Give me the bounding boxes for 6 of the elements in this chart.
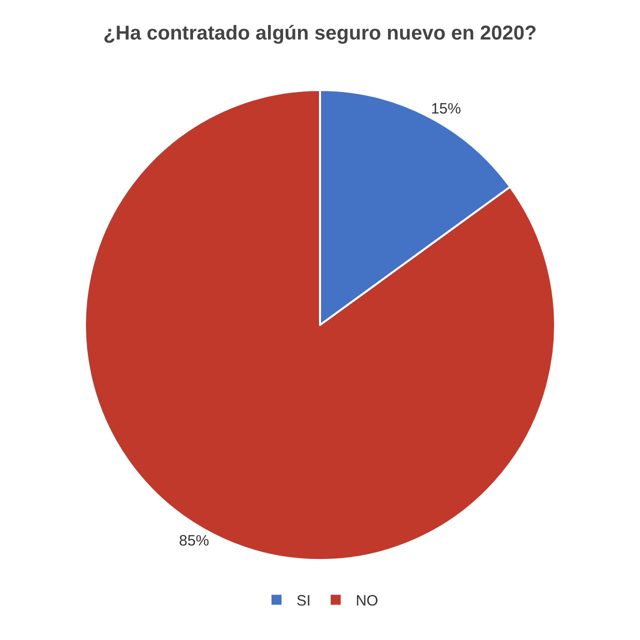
chart-title: ¿Ha contratado algún seguro nuevo en 2020? [103,22,537,45]
pie-slice [84,89,556,561]
legend-label: NO [356,592,378,610]
data-label: 85% [179,532,210,550]
data-label: 15% [430,100,461,118]
legend-label: SI [296,592,311,610]
